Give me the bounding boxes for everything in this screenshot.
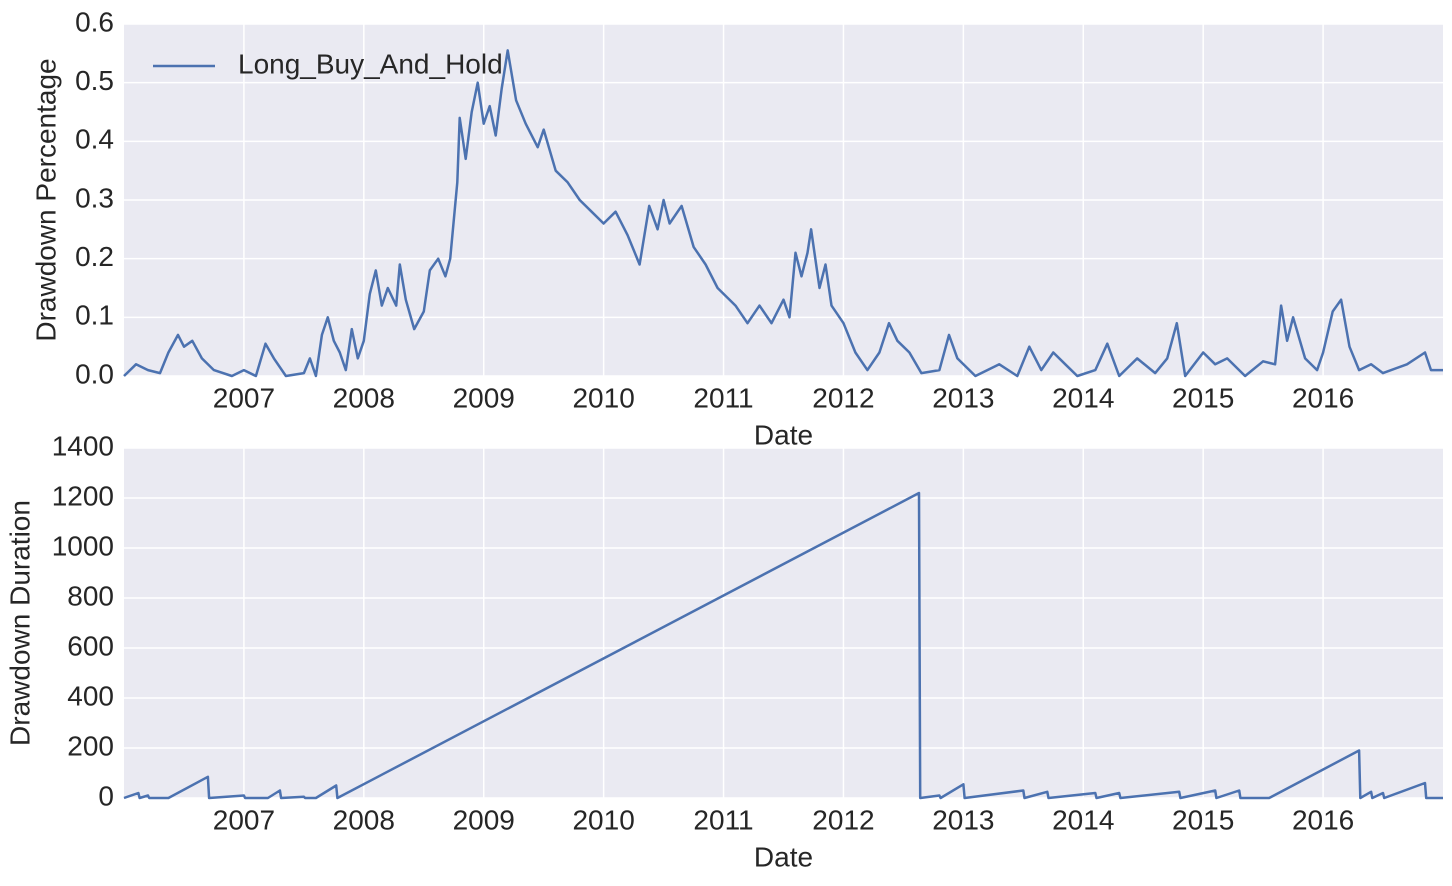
y-tick-label: 800 <box>67 580 114 611</box>
y-tick-label: 0.6 <box>75 6 114 37</box>
y-tick-label: 1000 <box>52 530 114 561</box>
x-tick-label: 2009 <box>453 804 515 835</box>
x-tick-label: 2012 <box>812 382 874 413</box>
plot-area <box>124 448 1443 798</box>
y-tick-label: 200 <box>67 730 114 761</box>
y-tick-label: 0.1 <box>75 300 114 331</box>
x-tick-label: 2013 <box>932 804 994 835</box>
x-tick-label: 2014 <box>1052 382 1114 413</box>
x-tick-label: 2007 <box>213 382 275 413</box>
y-axis-label: Drawdown Duration <box>4 500 35 746</box>
x-tick-label: 2014 <box>1052 804 1114 835</box>
legend-label: Long_Buy_And_Hold <box>238 48 503 79</box>
y-tick-label: 1400 <box>52 430 114 461</box>
y-tick-label: 0.2 <box>75 241 114 272</box>
x-tick-label: 2016 <box>1292 804 1354 835</box>
series-line <box>123 49 1443 378</box>
y-tick-label: 1200 <box>52 480 114 511</box>
x-tick-label: 2011 <box>693 804 753 835</box>
y-tick-label: 0.3 <box>75 182 114 213</box>
y-tick-label: 0.4 <box>75 124 114 155</box>
x-tick-label: 2016 <box>1292 382 1354 413</box>
x-tick-label: 2015 <box>1172 804 1234 835</box>
x-tick-label: 2012 <box>812 804 874 835</box>
x-tick-label: 2015 <box>1172 382 1234 413</box>
y-tick-label: 0 <box>98 780 114 811</box>
x-tick-label: 2011 <box>693 382 753 413</box>
x-axis-label: Date <box>754 841 813 872</box>
series-line <box>123 491 1443 800</box>
x-tick-label: 2010 <box>572 804 634 835</box>
x-tick-label: 2008 <box>333 382 395 413</box>
y-tick-label: 0.5 <box>75 65 114 96</box>
y-tick-label: 400 <box>67 680 114 711</box>
x-tick-label: 2009 <box>453 382 515 413</box>
x-tick-label: 2010 <box>572 382 634 413</box>
x-tick-label: 2013 <box>932 382 994 413</box>
y-tick-label: 600 <box>67 630 114 661</box>
y-tick-label: 0.0 <box>75 358 114 389</box>
x-axis-label: Date <box>754 419 813 450</box>
x-tick-label: 2008 <box>333 804 395 835</box>
x-tick-label: 2007 <box>213 804 275 835</box>
y-axis-label: Drawdown Percentage <box>30 58 61 341</box>
